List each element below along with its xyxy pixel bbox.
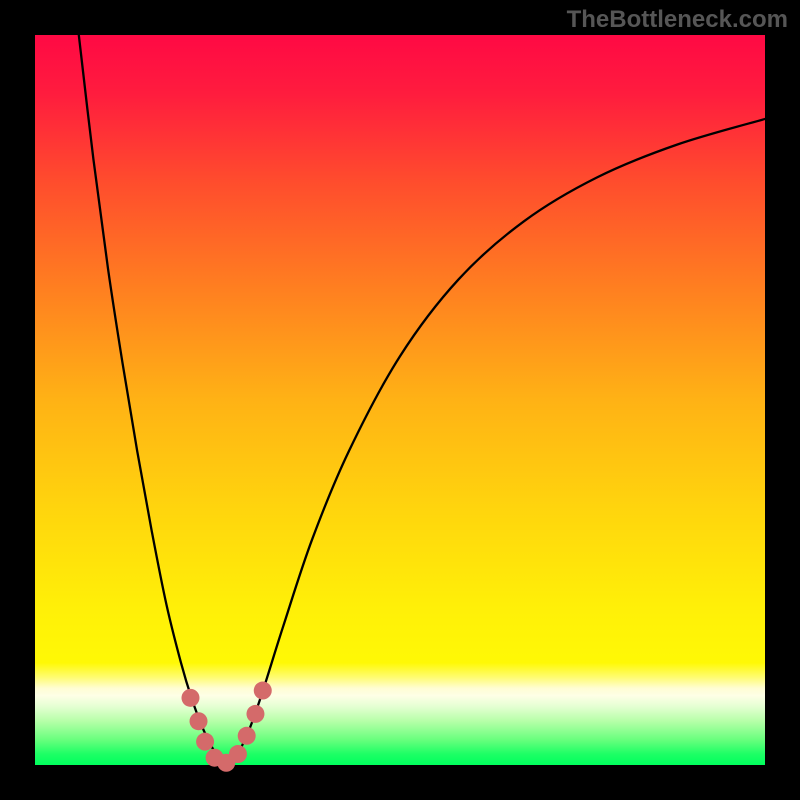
- marker-dot: [181, 689, 199, 707]
- marker-dot: [190, 712, 208, 730]
- chart-container: TheBottleneck.com: [0, 0, 800, 800]
- marker-dot: [238, 727, 256, 745]
- marker-dot: [246, 705, 264, 723]
- marker-dot: [196, 733, 214, 751]
- marker-dot: [229, 745, 247, 763]
- plot-area: [35, 35, 765, 765]
- marker-dot: [254, 682, 272, 700]
- v-curve: [79, 35, 765, 763]
- watermark-text: TheBottleneck.com: [567, 6, 788, 34]
- curve-svg: [35, 35, 765, 765]
- marker-group: [181, 682, 271, 772]
